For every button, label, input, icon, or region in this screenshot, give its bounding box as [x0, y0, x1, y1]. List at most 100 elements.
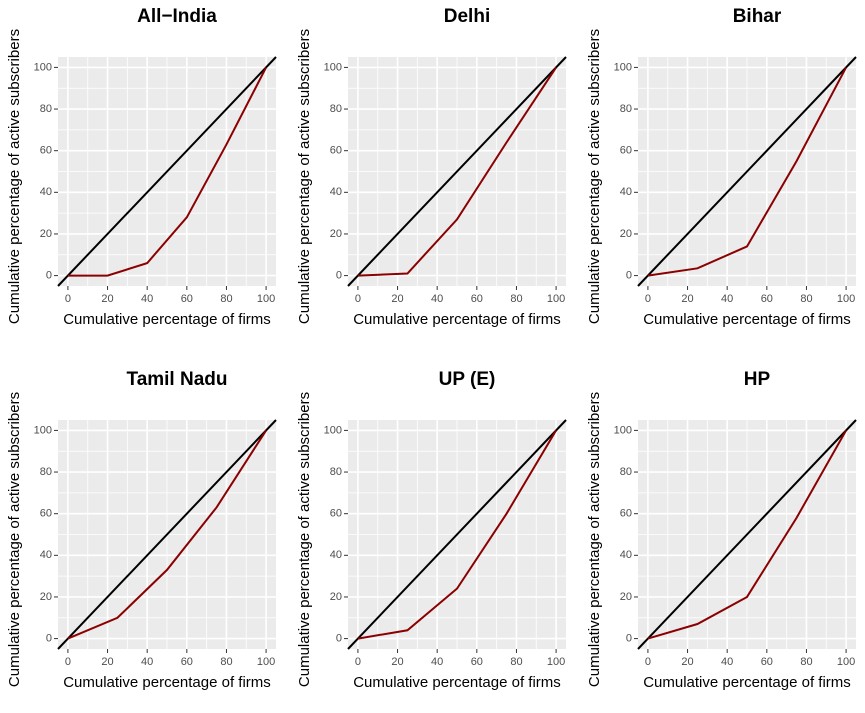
x-tick-label: 40: [141, 293, 153, 305]
y-tick-label: 100: [614, 424, 632, 436]
y-tick-label: 40: [40, 186, 52, 198]
x-tick-label: 80: [800, 293, 812, 305]
x-tick-label: 0: [65, 293, 71, 305]
y-tick-label: 60: [620, 145, 632, 157]
chart-title: Tamil Nadu: [127, 369, 228, 390]
chart-title: UP (E): [439, 369, 496, 390]
y-tick-label: 20: [620, 228, 632, 240]
x-tick-label: 80: [800, 656, 812, 668]
y-tick-label: 20: [330, 228, 342, 240]
y-tick-label: 20: [40, 591, 52, 603]
y-tick-label: 20: [620, 591, 632, 603]
equality-line: [347, 419, 567, 650]
y-tick-label: 0: [626, 269, 632, 281]
x-tick-label: 20: [681, 656, 693, 668]
x-tick-label: 20: [101, 293, 113, 305]
x-tick-label: 40: [721, 293, 733, 305]
y-tick-label: 80: [620, 466, 632, 478]
y-tick-label: 40: [330, 186, 342, 198]
x-tick-label: 60: [471, 293, 483, 305]
y-tick-label: 40: [620, 549, 632, 561]
y-tick-label: 60: [620, 508, 632, 520]
x-tick-label: 0: [645, 656, 651, 668]
x-axis-title: Cumulative percentage of firms: [353, 311, 561, 328]
y-tick-label: 100: [324, 61, 342, 73]
y-tick-label: 60: [40, 508, 52, 520]
x-tick-label: 20: [101, 656, 113, 668]
x-tick-label: 100: [837, 293, 855, 305]
x-tick-label: 80: [510, 293, 522, 305]
x-tick-label: 40: [141, 656, 153, 668]
y-tick-label: 80: [330, 103, 342, 115]
y-tick-label: 100: [614, 61, 632, 73]
equality-line: [347, 56, 567, 287]
y-tick-label: 80: [40, 103, 52, 115]
y-tick-label: 60: [330, 508, 342, 520]
panel: 0 20 40 60 80 100 0 20 40 60 80 100 Tamil Nadu Cumula…: [6, 369, 277, 691]
panel: 0 20 40 60 80 100 0 20 40 60 80 100 All−India Cumulat…: [6, 6, 277, 328]
x-tick-label: 40: [431, 293, 443, 305]
y-tick-label: 0: [336, 632, 342, 644]
x-axis-title: Cumulative percentage of firms: [63, 674, 271, 691]
x-tick-label: 100: [547, 293, 565, 305]
x-tick-label: 40: [431, 656, 443, 668]
x-tick-label: 60: [181, 656, 193, 668]
y-tick-label: 80: [620, 103, 632, 115]
x-axis-title: Cumulative percentage of firms: [643, 674, 851, 691]
x-tick-label: 20: [391, 656, 403, 668]
x-tick-label: 0: [355, 656, 361, 668]
y-axis-title: Cumulative percentage of active subscrib…: [296, 29, 313, 324]
x-tick-label: 60: [181, 293, 193, 305]
x-tick-label: 60: [471, 656, 483, 668]
equality-line: [637, 419, 857, 650]
y-tick-label: 20: [330, 591, 342, 603]
x-axis-title: Cumulative percentage of firms: [353, 674, 561, 691]
lorenz-curve: [647, 66, 847, 277]
y-tick-label: 0: [336, 269, 342, 281]
y-tick-label: 60: [40, 145, 52, 157]
x-tick-label: 100: [547, 656, 565, 668]
y-tick-label: 100: [34, 61, 52, 73]
x-tick-label: 100: [257, 293, 275, 305]
lorenz-curve: [647, 429, 847, 640]
chart-title: Delhi: [444, 6, 490, 27]
y-axis-title: Cumulative percentage of active subscrib…: [6, 29, 23, 324]
chart-title: All−India: [137, 6, 217, 27]
y-tick-label: 0: [626, 632, 632, 644]
x-tick-label: 100: [257, 656, 275, 668]
panel: 0 20 40 60 80 100 0 20 40 60 80 100 Delhi Cumulative …: [296, 6, 567, 328]
x-axis-title: Cumulative percentage of firms: [63, 311, 271, 328]
x-tick-label: 0: [355, 293, 361, 305]
y-tick-label: 60: [330, 145, 342, 157]
y-axis-title: Cumulative percentage of active subscrib…: [6, 392, 23, 687]
equality-line: [57, 56, 277, 287]
y-tick-label: 40: [40, 549, 52, 561]
y-tick-label: 40: [620, 186, 632, 198]
panel: 0 20 40 60 80 100 0 20 40 60 80 100 Bihar Cumulative …: [586, 6, 857, 328]
panel: 0 20 40 60 80 100 0 20 40 60 80 100 HP Cumulative per…: [586, 369, 857, 691]
x-tick-label: 80: [510, 656, 522, 668]
y-tick-label: 20: [40, 228, 52, 240]
x-tick-label: 0: [65, 656, 71, 668]
equality-line: [57, 419, 277, 650]
lorenz-curve: [67, 66, 267, 277]
x-axis-title: Cumulative percentage of firms: [643, 311, 851, 328]
y-tick-label: 80: [330, 466, 342, 478]
x-tick-label: 40: [721, 656, 733, 668]
x-tick-label: 100: [837, 656, 855, 668]
chart-title: Bihar: [733, 6, 782, 27]
panel: 0 20 40 60 80 100 0 20 40 60 80 100 UP (E) Cumulative…: [296, 369, 567, 691]
y-tick-label: 80: [40, 466, 52, 478]
y-axis-title: Cumulative percentage of active subscrib…: [296, 392, 313, 687]
x-tick-label: 20: [391, 293, 403, 305]
chart-title: HP: [744, 369, 771, 390]
lorenz-curve: [357, 66, 557, 277]
y-tick-label: 0: [46, 269, 52, 281]
x-tick-label: 0: [645, 293, 651, 305]
y-tick-label: 100: [34, 424, 52, 436]
y-axis-title: Cumulative percentage of active subscrib…: [586, 29, 603, 324]
lorenz-curve: [67, 429, 267, 640]
y-tick-label: 100: [324, 424, 342, 436]
x-tick-label: 80: [220, 656, 232, 668]
